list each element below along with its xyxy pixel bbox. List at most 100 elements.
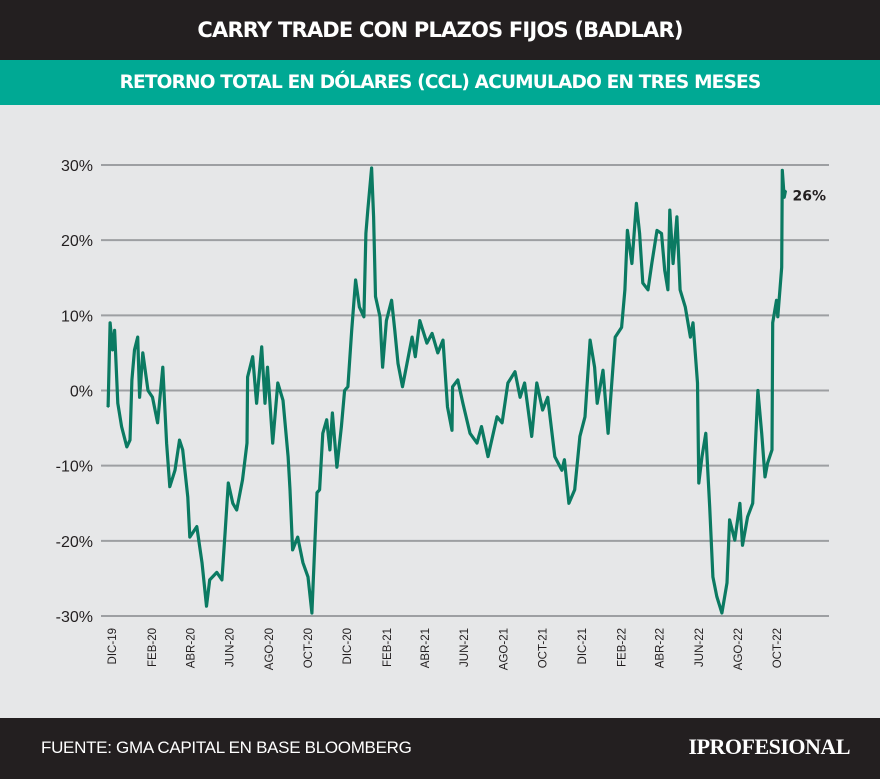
data-point — [350, 329, 353, 332]
x-tick-label: DIC-19 — [107, 628, 119, 664]
x-tick-label: OCT-21 — [538, 628, 550, 668]
data-point — [264, 402, 266, 405]
data-point — [775, 299, 778, 302]
data-point — [663, 269, 666, 272]
end-value-label: 26% — [793, 189, 827, 205]
data-point — [169, 485, 171, 488]
data-point — [107, 406, 109, 408]
data-point — [271, 442, 274, 444]
data-point — [701, 455, 703, 458]
data-point — [215, 571, 218, 574]
data-point — [751, 502, 754, 505]
data-point — [766, 462, 769, 465]
data-point — [684, 306, 687, 308]
data-point — [626, 229, 629, 232]
data-point — [696, 382, 699, 384]
data-point — [235, 509, 238, 511]
data-point — [631, 262, 633, 265]
data-point — [635, 202, 638, 205]
data-point — [343, 389, 346, 392]
data-point — [667, 288, 669, 291]
data-point — [715, 595, 718, 598]
data-point — [187, 496, 189, 499]
data-point — [385, 319, 388, 322]
data-point — [282, 399, 284, 402]
data-point — [401, 385, 404, 388]
data-point — [379, 316, 381, 318]
data-point — [647, 288, 649, 291]
x-tick-label: JUN-22 — [694, 628, 706, 667]
data-point — [221, 579, 223, 581]
data-point — [733, 539, 736, 541]
data-point — [514, 370, 516, 373]
data-point — [676, 216, 678, 218]
data-point — [296, 536, 299, 538]
data-point — [783, 196, 786, 199]
data-point — [381, 366, 384, 368]
data-point — [227, 482, 230, 484]
data-point — [266, 366, 269, 368]
data-point — [347, 385, 349, 388]
data-point — [596, 402, 599, 405]
data-point — [784, 189, 787, 192]
data-point — [311, 612, 313, 614]
data-point — [393, 329, 396, 332]
data-point — [372, 216, 375, 218]
data-point — [336, 466, 338, 468]
data-point — [746, 515, 749, 518]
data-point — [318, 488, 321, 491]
data-point — [289, 488, 291, 491]
data-point — [689, 336, 692, 338]
data-point — [205, 605, 208, 608]
x-tick-label: FEB-21 — [382, 628, 394, 667]
iprofesional-logo: IPROFESIONAL — [688, 734, 851, 759]
data-point — [397, 362, 399, 365]
data-point — [366, 209, 369, 211]
chart-title: CARRY TRADE CON PLAZOS FIJOS (BADLAR) — [0, 0, 880, 60]
data-point — [113, 329, 116, 332]
data-point — [469, 432, 471, 435]
data-point — [757, 389, 759, 392]
data-point — [340, 425, 343, 428]
x-axis-labels: DIC-19 FEB-20 ABR-20 JUN-20 AGO-20 OCT-20 DIC-… — [107, 628, 784, 670]
data-point — [726, 582, 728, 584]
data-point — [224, 531, 226, 534]
source-note: FUENTE: GMA CAPITAL EN BASE BLOOMBERG — [41, 738, 412, 757]
data-point — [679, 288, 681, 291]
data-point — [739, 502, 741, 505]
data-point — [260, 346, 263, 348]
data-point — [669, 209, 671, 211]
data-point — [138, 396, 141, 399]
data-point — [156, 422, 159, 424]
data-point — [354, 279, 357, 281]
data-point — [554, 455, 556, 458]
data-point — [442, 339, 444, 341]
data-point — [692, 322, 694, 324]
x-tick-label: FEB-22 — [617, 628, 629, 667]
data-point — [487, 455, 489, 458]
data-point — [573, 488, 576, 491]
data-point — [302, 561, 304, 564]
data-point — [291, 549, 294, 551]
data-point — [411, 336, 413, 338]
y-tick-label: 30% — [61, 158, 93, 175]
data-point — [151, 396, 154, 399]
data-point — [638, 232, 641, 235]
data-point — [546, 396, 549, 399]
data-point — [656, 229, 658, 232]
data-point — [523, 382, 526, 384]
data-point — [131, 379, 133, 381]
data-point — [480, 425, 483, 428]
data-point — [363, 316, 365, 318]
data-point — [451, 385, 454, 388]
data-point — [287, 455, 289, 458]
data-point — [251, 355, 254, 358]
x-tick-label: FEB-20 — [147, 628, 159, 667]
data-point — [446, 406, 449, 408]
data-point — [390, 299, 393, 302]
data-point — [602, 369, 604, 372]
data-point — [780, 266, 783, 269]
data-point — [255, 402, 258, 405]
data-point — [501, 422, 503, 424]
data-point — [530, 435, 533, 438]
